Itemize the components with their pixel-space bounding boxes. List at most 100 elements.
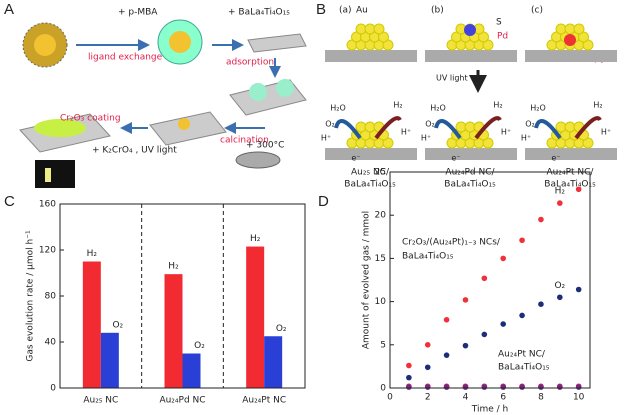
y-tick-label: 25 (375, 168, 386, 178)
point (575, 384, 582, 390)
species: H₂O (530, 104, 546, 113)
y-tick-label: 0 (380, 384, 386, 394)
annotation: BaLa₄Ti₄O₁₅ (498, 363, 550, 373)
series-label: H₂ (555, 187, 566, 197)
step-text: + p-MBA (118, 8, 158, 18)
species: H₂ (593, 101, 602, 110)
support (425, 148, 517, 160)
arrow-red (374, 116, 402, 140)
annotation: Cr₂O₃/(Au₂₄Pt)₁₋₃ NCs/ (402, 238, 501, 248)
panel-label: A (4, 1, 14, 18)
step-text: + K₂CrO₄ , UV light (92, 146, 177, 156)
bar (264, 336, 283, 388)
y-tick-label: 120 (39, 246, 56, 256)
substrate (229, 79, 307, 116)
dopant (464, 24, 476, 36)
point (406, 362, 412, 369)
bar (82, 261, 101, 388)
point (443, 352, 450, 358)
y-tick-label: 10 (375, 297, 387, 307)
element-label: Au (356, 6, 368, 16)
bar-label: O₂ (194, 341, 205, 351)
point (443, 384, 450, 390)
substrate (149, 111, 227, 146)
species: H₂ (393, 101, 402, 110)
y-tick-label: 40 (45, 338, 57, 348)
y-tick-label: 5 (380, 340, 386, 350)
y-tick-label: 80 (45, 292, 57, 302)
x-tick-label: 0 (387, 393, 393, 403)
panel-label: C (4, 193, 15, 210)
vial (45, 168, 51, 182)
x-tick-label: 2 (425, 393, 431, 403)
arrow-red (474, 116, 502, 140)
sub-label: (a) (339, 6, 352, 16)
bar (182, 353, 201, 388)
y-tick-label: 15 (375, 254, 386, 264)
point (575, 286, 582, 293)
caption: Au₂₅ NC/ (351, 168, 390, 178)
point (519, 312, 525, 319)
x-tick-label: Au₂₄Pd NC (159, 396, 205, 406)
point (424, 364, 431, 371)
cluster (249, 83, 267, 101)
x-tick-label: Au₂₄Pt NC (242, 396, 286, 406)
step-text: calcination (220, 136, 269, 146)
bar-label: H₂ (168, 262, 179, 272)
step-text: Cr₂O₃ coating (60, 114, 121, 124)
step-text: + 300°C (246, 141, 284, 151)
point (519, 384, 525, 390)
support (525, 50, 617, 62)
point (557, 200, 563, 206)
point (538, 384, 544, 390)
point (519, 237, 525, 244)
x-tick-label: 4 (463, 393, 469, 403)
point (481, 384, 488, 390)
panel-label: B (316, 1, 326, 18)
mechanism: Au S Pd Pt BaLa₄Ti₄O₁₅ UV light (a)H₂OH⁺… (321, 6, 617, 190)
caption: BaLa₄Ti₄O₁₅ (444, 180, 496, 190)
point (406, 384, 412, 390)
support (325, 50, 417, 62)
coating (34, 119, 86, 137)
x-tick-label: 10 (573, 393, 585, 403)
scheme: + p-MBA ligand exchange + BaLa₄Ti₄O₁₅ ad… (19, 8, 307, 188)
cluster-core (169, 31, 191, 53)
species: O₂ (325, 120, 335, 129)
x-axis-label: Time / h (471, 405, 508, 415)
y-tick-label: 160 (39, 200, 56, 210)
species: H⁺ (321, 134, 331, 143)
uv-label: UV light (436, 74, 468, 83)
furnace (235, 151, 281, 169)
arrow-ox (334, 119, 362, 140)
species: e⁻ (451, 154, 460, 163)
point (557, 294, 563, 301)
element-label: Pd (497, 32, 508, 42)
y-axis-label: Amount of evolved gas / mmol (362, 211, 372, 349)
au-atom (373, 23, 385, 35)
cluster (178, 118, 190, 130)
species: H⁺ (501, 128, 511, 137)
cluster-core (34, 34, 56, 56)
point (575, 186, 582, 193)
sub-label: (b) (431, 6, 444, 16)
y-tick-label: 20 (375, 211, 387, 221)
caption: BaLa₄Ti₄O₁₅ (344, 180, 396, 190)
caption: BaLa₄Ti₄O₁₅ (544, 180, 596, 190)
support (325, 148, 417, 160)
species: O₂ (525, 120, 535, 129)
bar-label: O₂ (112, 320, 123, 330)
bar (246, 246, 265, 388)
substrate (247, 33, 307, 53)
point (481, 331, 488, 338)
frame (389, 171, 591, 389)
annotation: Au₂₄Pt NC/ (498, 350, 546, 360)
step-text: ligand exchange (88, 53, 163, 63)
point (462, 384, 469, 390)
bar (100, 332, 119, 388)
scatter-chart: 0 2 4 6 8 10 0 5 10 15 20 25 H₂ O₂ Cr₂O₃/(Au₂₄Pt)₁₋₃ N… (362, 168, 591, 415)
point (424, 342, 431, 348)
x-tick-label: 6 (500, 393, 506, 403)
support (425, 50, 517, 62)
